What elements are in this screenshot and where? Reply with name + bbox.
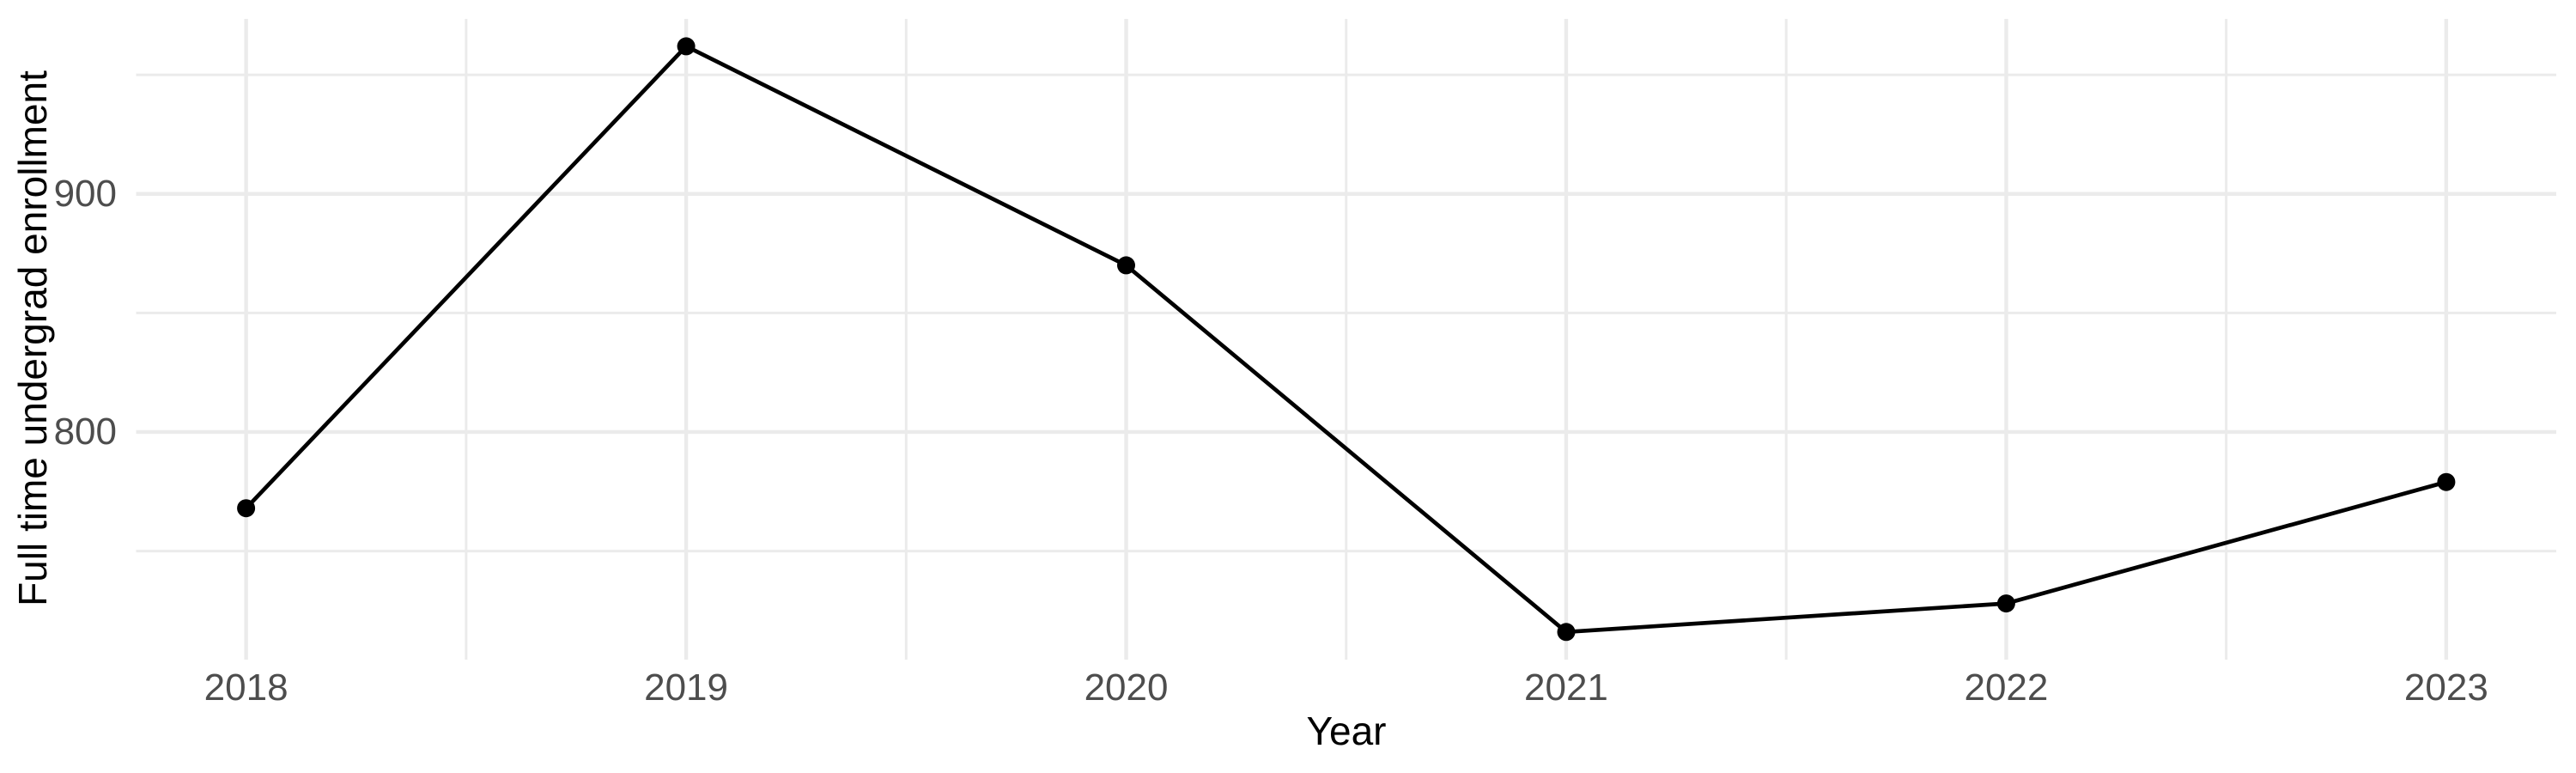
x-tick-label-2018: 2018 <box>204 666 289 709</box>
y-tick-label-800: 800 <box>53 410 117 453</box>
x-tick-label-2022: 2022 <box>1964 666 2049 709</box>
enrollment-line <box>244 44 2449 635</box>
x-tick-label-2023: 2023 <box>2403 666 2488 709</box>
y-tick-label-900: 900 <box>53 172 117 215</box>
data-point-2020 <box>1117 256 1135 275</box>
data-point-2018 <box>237 499 256 518</box>
y-axis-title: Full time undergrad enrollment <box>10 70 55 606</box>
data-point-2019 <box>677 37 696 56</box>
x-tick-label-2021: 2021 <box>1524 666 1608 709</box>
data-point-2021 <box>1557 623 1576 642</box>
data-point-2022 <box>1996 594 2015 613</box>
x-tick-label-2020: 2020 <box>1084 666 1169 709</box>
x-tick-label-2019: 2019 <box>644 666 729 709</box>
x-axis-title: Year <box>1306 709 1387 753</box>
data-point-2023 <box>2437 472 2456 491</box>
